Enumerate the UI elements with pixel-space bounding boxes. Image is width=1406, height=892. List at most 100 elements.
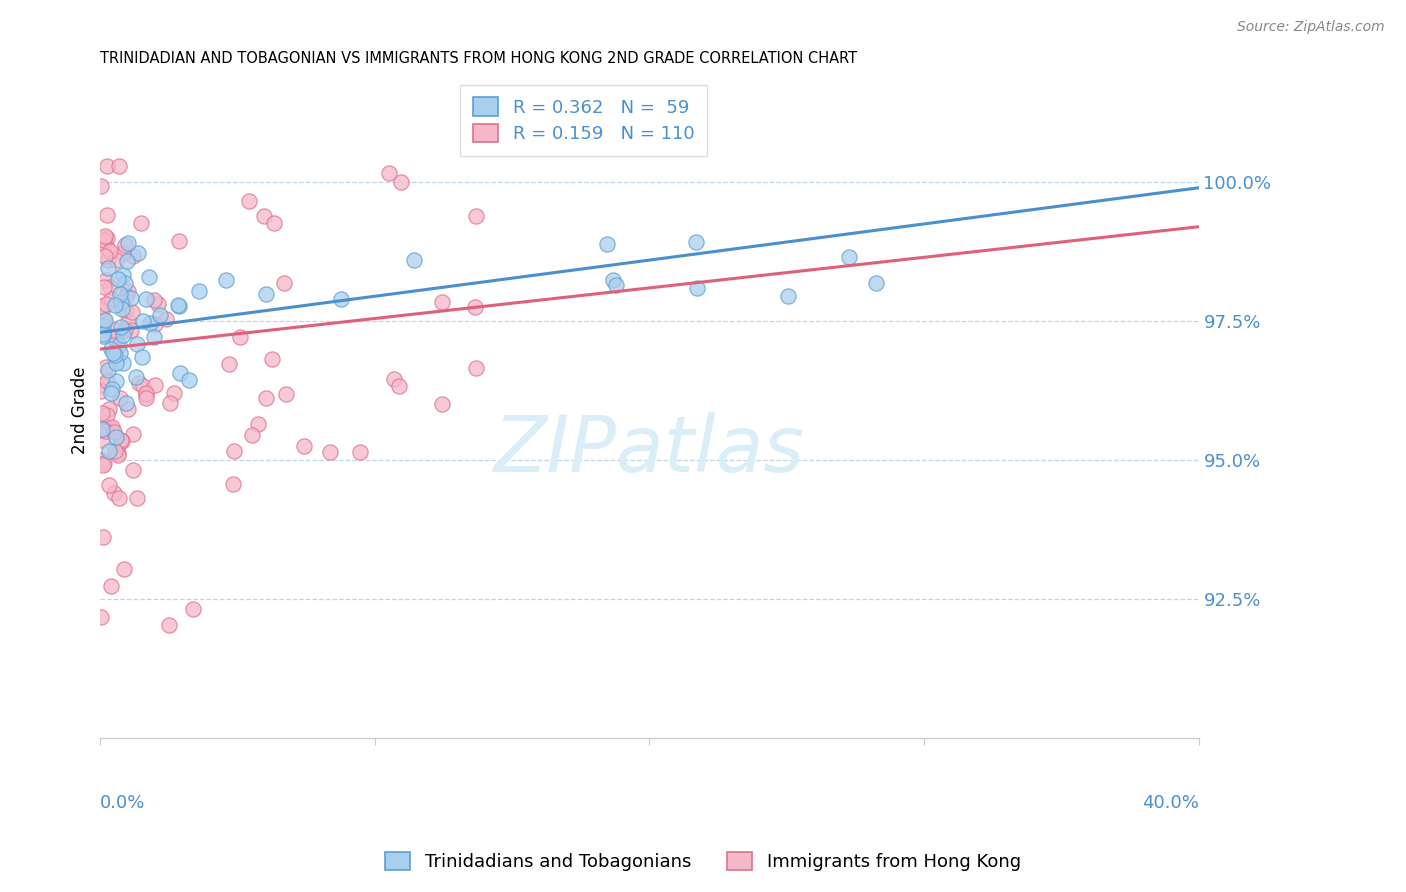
Point (181, 602, 204, 616)
Point (97, 478, 120, 492)
Point (94, 229, 117, 244)
Point (131, 350, 153, 364)
Point (96, 230, 118, 244)
Point (107, 448, 129, 462)
Point (100, 382, 122, 396)
Point (91, 326, 114, 341)
Point (90, 433, 112, 447)
Point (464, 209, 486, 223)
Point (124, 370, 146, 384)
Point (97, 362, 120, 376)
Point (94, 297, 117, 311)
Point (100, 579, 122, 593)
Point (391, 175, 413, 189)
Point (121, 463, 143, 477)
Point (110, 287, 132, 301)
Point (91, 423, 114, 437)
Point (90, 384, 112, 398)
Point (114, 396, 136, 410)
Point (229, 329, 252, 343)
Point (104, 430, 127, 444)
Point (114, 276, 136, 290)
Point (91, 318, 114, 332)
Point (224, 444, 246, 458)
Point (122, 249, 145, 263)
Point (96, 272, 118, 286)
Point (122, 426, 145, 441)
Point (169, 299, 191, 313)
Point (430, 397, 453, 411)
Point (111, 302, 134, 317)
Point (97, 260, 120, 275)
Point (91, 303, 114, 318)
Point (96, 159, 118, 173)
Point (252, 209, 274, 223)
Y-axis label: 2nd Grade: 2nd Grade (72, 367, 89, 454)
Point (292, 439, 315, 453)
Point (143, 378, 166, 392)
Point (605, 278, 627, 293)
Point (98, 421, 121, 435)
Point (96, 408, 118, 422)
Point (90, 299, 112, 313)
Point (838, 250, 860, 264)
Point (135, 391, 157, 405)
Point (330, 292, 353, 306)
Point (776, 289, 799, 303)
Point (131, 313, 153, 327)
Point (98, 444, 121, 458)
Point (159, 396, 181, 410)
Point (104, 253, 127, 268)
Point (263, 216, 285, 230)
Point (120, 291, 142, 305)
Point (103, 425, 125, 439)
Point (112, 562, 135, 576)
Point (100, 292, 122, 306)
Point (105, 374, 128, 388)
Point (108, 491, 131, 506)
Text: 40.0%: 40.0% (1142, 794, 1199, 812)
Point (90, 179, 112, 194)
Point (91, 458, 114, 472)
Point (135, 387, 157, 401)
Point (157, 618, 180, 632)
Point (112, 268, 135, 282)
Point (111, 434, 134, 448)
Point (110, 320, 132, 334)
Point (215, 273, 238, 287)
Point (686, 281, 709, 295)
Point (94, 421, 117, 435)
Point (114, 322, 136, 336)
Point (114, 237, 136, 252)
Point (188, 285, 211, 299)
Point (104, 348, 127, 362)
Point (464, 300, 486, 314)
Point (93, 314, 115, 328)
Point (163, 386, 186, 401)
Point (90, 422, 112, 436)
Text: TRINIDADIAN AND TOBAGONIAN VS IMMIGRANTS FROM HONG KONG 2ND GRADE CORRELATION CH: TRINIDADIAN AND TOBAGONIAN VS IMMIGRANTS… (100, 51, 858, 66)
Point (104, 356, 127, 370)
Point (112, 356, 135, 370)
Legend: R = 0.362   N =  59, R = 0.159   N = 110: R = 0.362 N = 59, R = 0.159 N = 110 (460, 85, 707, 156)
Point (100, 419, 122, 434)
Point (111, 327, 134, 342)
Point (319, 445, 342, 459)
Point (218, 357, 240, 371)
Point (108, 345, 131, 359)
Point (155, 312, 177, 326)
Point (104, 443, 127, 458)
Point (432, 295, 454, 310)
Point (402, 253, 425, 268)
Point (111, 245, 134, 260)
Point (221, 477, 243, 491)
Point (98, 401, 121, 416)
Point (90, 453, 112, 467)
Point (127, 491, 149, 505)
Point (254, 286, 277, 301)
Point (94, 313, 117, 327)
Point (110, 434, 132, 448)
Text: ZIPatlas: ZIPatlas (494, 411, 804, 488)
Point (96, 374, 118, 388)
Point (169, 234, 191, 248)
